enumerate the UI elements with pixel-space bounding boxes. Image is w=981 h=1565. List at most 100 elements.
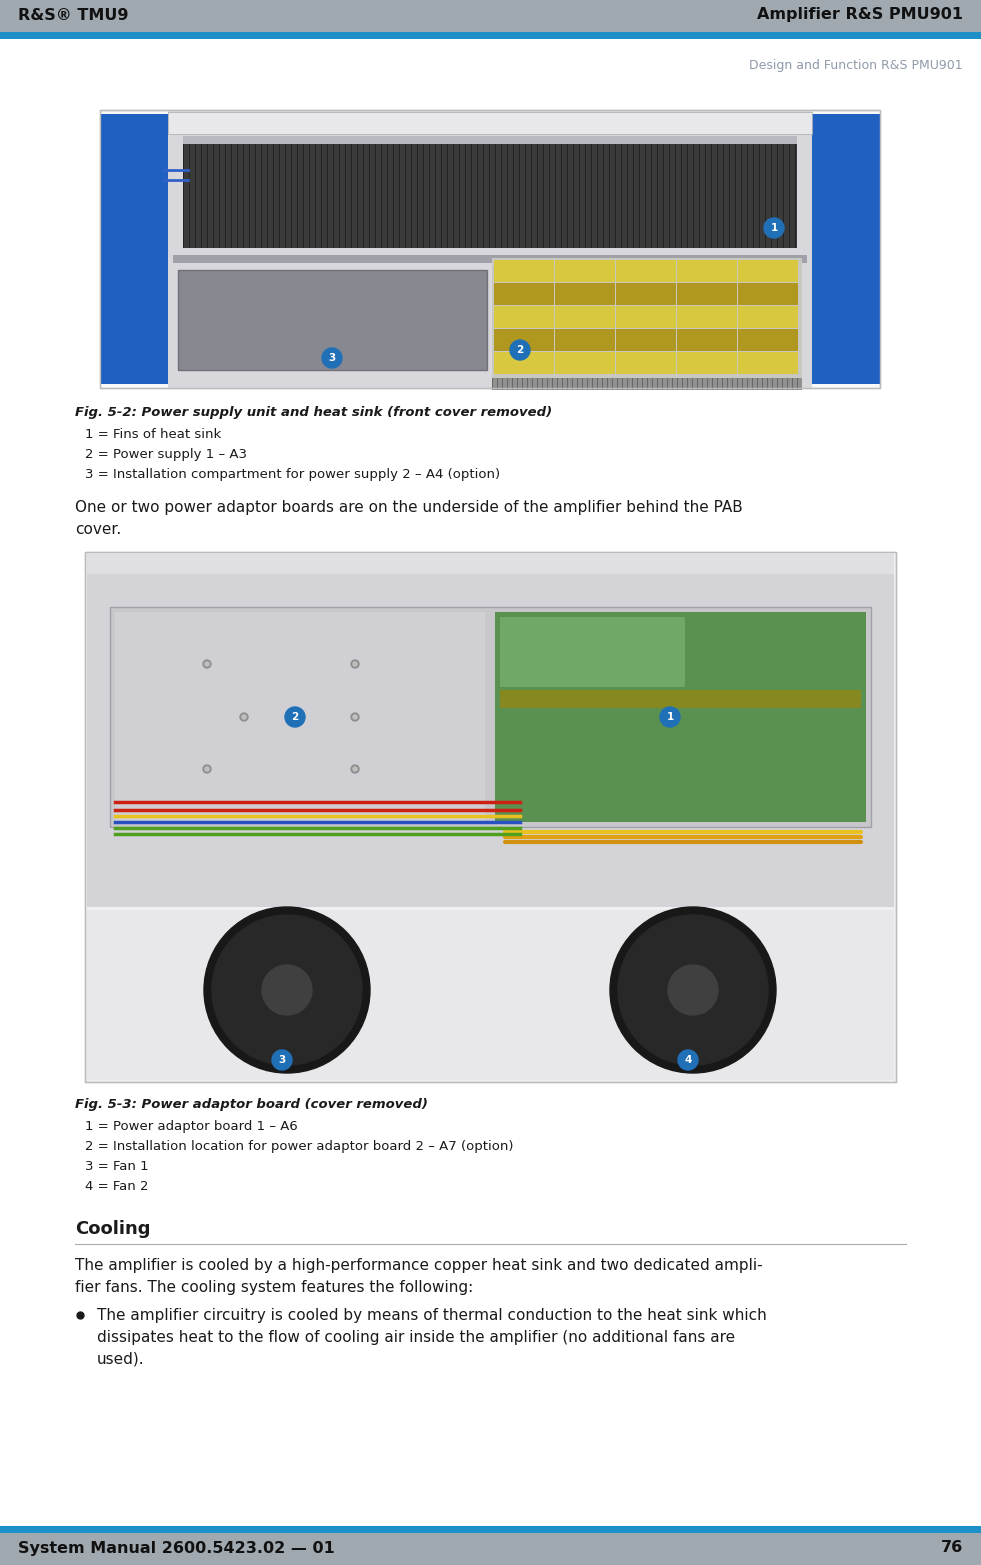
Bar: [753, 138, 754, 247]
Bar: [616, 260, 676, 282]
Bar: [645, 138, 646, 247]
Bar: [669, 138, 670, 247]
Bar: [345, 138, 346, 247]
Bar: [531, 138, 532, 247]
Circle shape: [203, 660, 211, 668]
Bar: [549, 138, 550, 247]
Circle shape: [610, 908, 776, 1074]
Bar: [489, 138, 490, 247]
Text: 76: 76: [941, 1540, 963, 1556]
Circle shape: [353, 715, 357, 718]
Bar: [616, 283, 676, 305]
Circle shape: [668, 966, 718, 1016]
Bar: [677, 260, 737, 282]
Bar: [582, 379, 583, 390]
Circle shape: [678, 1050, 698, 1070]
Bar: [297, 138, 298, 247]
Text: dissipates heat to the flow of cooling air inside the amplifier (no additional f: dissipates heat to the flow of cooling a…: [97, 1330, 735, 1344]
Bar: [502, 379, 503, 390]
Bar: [687, 379, 688, 390]
Text: One or two power adaptor boards are on the underside of the amplifier behind the: One or two power adaptor boards are on t…: [75, 499, 743, 515]
Bar: [525, 138, 526, 247]
Bar: [747, 379, 748, 390]
Bar: [633, 138, 634, 247]
Bar: [579, 138, 580, 247]
Bar: [657, 379, 658, 390]
Bar: [782, 379, 783, 390]
Bar: [562, 379, 563, 390]
Bar: [555, 352, 615, 374]
Bar: [797, 379, 798, 390]
Bar: [183, 138, 184, 247]
Bar: [712, 379, 713, 390]
Bar: [207, 138, 208, 247]
Bar: [261, 138, 262, 247]
Bar: [597, 138, 598, 247]
Bar: [737, 379, 738, 390]
Bar: [435, 138, 436, 247]
Text: System Manual 2600.5423.02 — 01: System Manual 2600.5423.02 — 01: [18, 1540, 335, 1556]
Bar: [87, 554, 894, 574]
Bar: [772, 379, 773, 390]
Bar: [387, 138, 388, 247]
Bar: [459, 138, 460, 247]
Bar: [357, 138, 358, 247]
Bar: [517, 379, 518, 390]
Bar: [411, 138, 412, 247]
Bar: [495, 612, 866, 822]
Bar: [512, 379, 513, 390]
Bar: [738, 352, 798, 374]
Bar: [585, 138, 586, 247]
Circle shape: [660, 707, 680, 728]
Bar: [747, 138, 748, 247]
Bar: [267, 138, 268, 247]
Circle shape: [510, 340, 530, 360]
Bar: [767, 379, 768, 390]
Bar: [622, 379, 623, 390]
Text: The amplifier circuitry is cooled by means of thermal conduction to the heat sin: The amplifier circuitry is cooled by mea…: [97, 1308, 767, 1322]
Bar: [195, 138, 196, 247]
Bar: [315, 138, 316, 247]
Circle shape: [272, 1050, 292, 1070]
Bar: [603, 138, 604, 247]
Bar: [789, 138, 790, 247]
Bar: [677, 379, 678, 390]
Bar: [663, 138, 664, 247]
Bar: [711, 138, 712, 247]
Bar: [723, 138, 724, 247]
Bar: [183, 138, 797, 247]
Bar: [573, 138, 574, 247]
Bar: [627, 379, 628, 390]
Bar: [351, 138, 352, 247]
Bar: [183, 136, 797, 144]
Bar: [494, 307, 554, 329]
Text: 4: 4: [685, 1055, 692, 1066]
Text: The amplifier is cooled by a high-performance copper heat sink and two dedicated: The amplifier is cooled by a high-perfor…: [75, 1258, 762, 1272]
Bar: [500, 617, 685, 687]
Bar: [201, 138, 202, 247]
Bar: [567, 379, 568, 390]
Bar: [757, 379, 758, 390]
Bar: [677, 352, 737, 374]
Bar: [522, 379, 523, 390]
Bar: [309, 138, 310, 247]
Circle shape: [351, 765, 359, 773]
Bar: [85, 552, 896, 1081]
Bar: [735, 138, 736, 247]
Bar: [762, 379, 763, 390]
Bar: [677, 329, 737, 351]
Bar: [783, 138, 784, 247]
Text: 1 = Fins of heat sink: 1 = Fins of heat sink: [85, 427, 222, 441]
Bar: [168, 110, 812, 388]
Text: 3: 3: [279, 1055, 285, 1066]
Bar: [285, 138, 286, 247]
Bar: [547, 379, 548, 390]
Text: 3 = Installation compartment for power supply 2 – A4 (option): 3 = Installation compartment for power s…: [85, 468, 500, 480]
Bar: [738, 260, 798, 282]
Bar: [609, 138, 610, 247]
Bar: [100, 110, 880, 388]
Bar: [543, 138, 544, 247]
Circle shape: [351, 660, 359, 668]
Bar: [453, 138, 454, 247]
Bar: [682, 379, 683, 390]
